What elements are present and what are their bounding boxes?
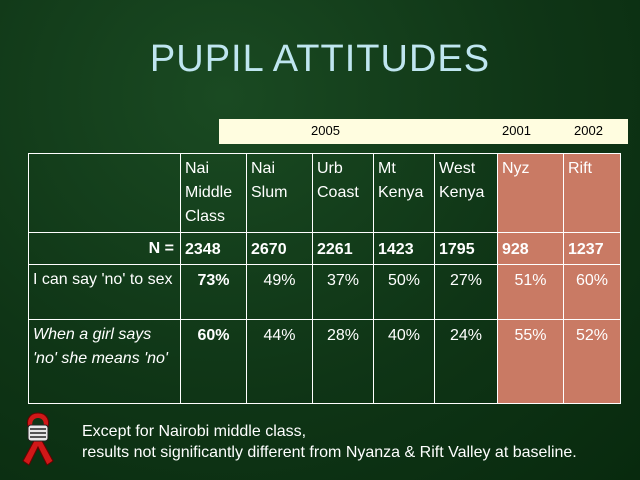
year-2002: 2002: [574, 123, 603, 138]
table-cell: 24%: [434, 319, 498, 404]
n-value: 1423: [373, 232, 435, 265]
col-header: Mt Kenya: [373, 153, 435, 233]
footnote-line: results not significantly different from…: [82, 444, 577, 461]
n-label: N =: [28, 232, 181, 265]
table-cell: 73%: [180, 264, 247, 320]
table-cell: 44%: [246, 319, 313, 404]
table-row: I can say 'no' to sex 73% 49% 37% 50% 27…: [28, 264, 621, 320]
n-value: 928: [497, 232, 564, 265]
year-2005: 2005: [311, 123, 340, 138]
col-header: Nai Slum: [246, 153, 313, 233]
col-header: Rift: [563, 153, 621, 233]
row-label: When a girl says 'no' she means 'no': [28, 319, 181, 404]
n-row: N = 2348 2670 2261 1423 1795 928 1237: [28, 232, 621, 265]
table-cell: 28%: [312, 319, 374, 404]
col-header: Urb Coast: [312, 153, 374, 233]
table-cell: 51%: [497, 264, 564, 320]
table-cell: 52%: [563, 319, 621, 404]
awareness-ribbon-icon: [15, 409, 61, 467]
table-cell: 60%: [180, 319, 247, 404]
header-corner: [28, 153, 181, 233]
n-value: 1795: [434, 232, 498, 265]
table-cell: 37%: [312, 264, 374, 320]
page-title: PUPIL ATTITUDES: [149, 38, 491, 80]
row-label: I can say 'no' to sex: [28, 264, 181, 320]
table-cell: 60%: [563, 264, 621, 320]
col-header: Nyz: [497, 153, 564, 233]
attitudes-table: Nai Middle Class Nai Slum Urb Coast Mt K…: [28, 153, 621, 404]
table-cell: 55%: [497, 319, 564, 404]
table-cell: 27%: [434, 264, 498, 320]
footnote-line: Except for Nairobi middle class,: [82, 423, 307, 440]
n-value: 1237: [563, 232, 621, 265]
n-value: 2348: [180, 232, 247, 265]
table-cell: 49%: [246, 264, 313, 320]
n-value: 2670: [246, 232, 313, 265]
table-cell: 50%: [373, 264, 435, 320]
col-header: West Kenya: [434, 153, 498, 233]
footnote: Except for Nairobi middle class, results…: [82, 421, 577, 463]
year-2001: 2001: [502, 123, 531, 138]
table-row: When a girl says 'no' she means 'no' 60%…: [28, 319, 621, 404]
year-bar: 2005 2001 2002: [219, 119, 628, 144]
n-value: 2261: [312, 232, 374, 265]
table-cell: 40%: [373, 319, 435, 404]
header-row: Nai Middle Class Nai Slum Urb Coast Mt K…: [28, 153, 621, 233]
col-header: Nai Middle Class: [180, 153, 247, 233]
